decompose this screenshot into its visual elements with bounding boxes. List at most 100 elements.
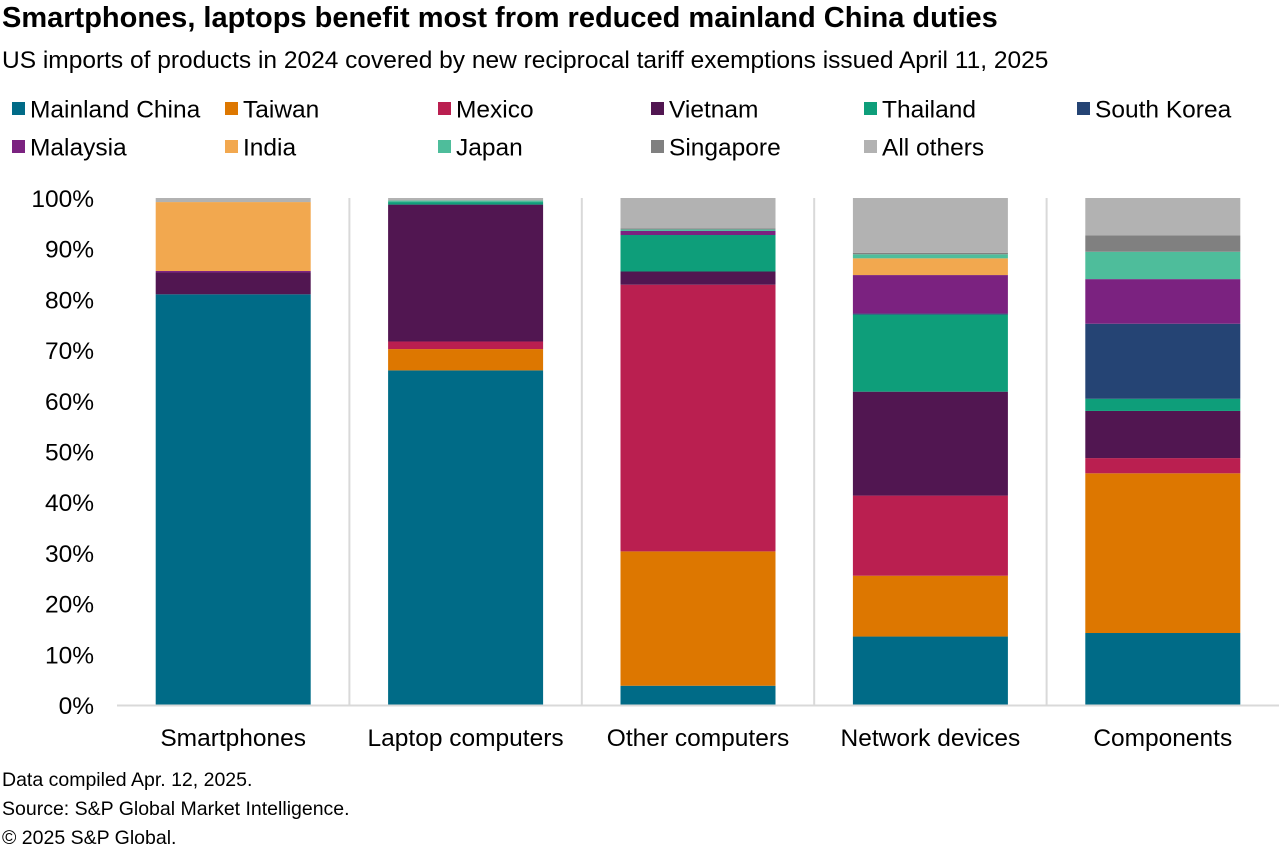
y-tick-label: 50%: [45, 440, 94, 467]
bar-segment-network-devices-singapore: [852, 252, 1008, 255]
bar-segment-smartphones-malaysia: [155, 271, 311, 273]
y-axis: 0% 10% 20% 30% 40% 50% 60% 70% 80% 90% 100%: [31, 186, 94, 720]
bar-segment-components-south-korea: [1085, 323, 1241, 399]
legend-swatch: [12, 140, 25, 153]
legend-swatch: [438, 102, 451, 115]
y-tick-label: 60%: [45, 389, 94, 416]
legend-swatch: [651, 140, 664, 153]
bar-segment-other-computers-mainland-china: [620, 685, 776, 705]
legend-swatch: [12, 102, 25, 115]
x-tick-label: Components: [1093, 725, 1232, 752]
bar-segment-network-devices-vietnam: [852, 391, 1008, 496]
bar-segment-network-devices-taiwan: [852, 575, 1008, 637]
chart-title: Smartphones, laptops benefit most from r…: [2, 2, 998, 34]
legend-label: Malaysia: [30, 135, 127, 162]
bar-segment-network-devices-india: [852, 258, 1008, 276]
y-tick-label: 70%: [45, 338, 94, 365]
legend-label: All others: [882, 135, 984, 162]
bar-segment-network-devices-mainland-china: [852, 636, 1008, 705]
bar-segment-network-devices-all-others: [852, 198, 1008, 253]
bar-segment-other-computers-thailand: [620, 235, 776, 272]
legend-label: South Korea: [1095, 97, 1232, 124]
legend-label: Taiwan: [243, 97, 319, 124]
bar-segment-network-devices-malaysia: [852, 275, 1008, 314]
bar-segment-network-devices-thailand: [852, 314, 1008, 392]
category-separators: [348, 198, 1048, 705]
legend-swatch: [225, 140, 238, 153]
bar-segment-components-japan: [1085, 251, 1241, 280]
bar-segment-laptop-computers-all-others: [388, 198, 544, 201]
y-tick-label: 10%: [45, 642, 94, 669]
x-tick-label: Other computers: [607, 725, 789, 752]
legend-swatch: [1077, 102, 1090, 115]
legend-item-all-others: All others: [864, 135, 984, 162]
legend-item-mexico: Mexico: [438, 97, 534, 124]
bar-segment-laptop-computers-mainland-china: [388, 370, 544, 705]
legend-item-south-korea: South Korea: [1077, 97, 1232, 124]
y-tick-label: 40%: [45, 490, 94, 517]
bar-segment-smartphones-mainland-china: [155, 294, 311, 705]
legend-item-thailand: Thailand: [864, 97, 976, 124]
bar-segment-other-computers-taiwan: [620, 551, 776, 686]
bar-segment-other-computers-all-others: [620, 198, 776, 229]
legend-label: Singapore: [669, 135, 781, 162]
bar-segment-laptop-computers-japan: [388, 200, 544, 203]
bar-segment-components-thailand: [1085, 398, 1241, 411]
bar-segment-laptop-computers-vietnam: [388, 204, 544, 342]
legend-item-vietnam: Vietnam: [651, 97, 758, 124]
y-tick-label: 80%: [45, 287, 94, 314]
bar-segment-components-taiwan: [1085, 473, 1241, 633]
y-tick-label: 0%: [59, 693, 94, 720]
y-tick-label: 30%: [45, 541, 94, 568]
bar-segment-smartphones-vietnam: [155, 272, 311, 295]
bar-segment-network-devices-japan: [852, 254, 1008, 259]
legend-item-japan: Japan: [438, 135, 523, 162]
legend: Mainland China Taiwan Mexico Vietnam Thailan…: [12, 97, 1232, 162]
legend-item-singapore: Singapore: [651, 135, 781, 162]
bar-segment-smartphones-all-others: [155, 198, 311, 203]
bar-segment-network-devices-mexico: [852, 495, 1008, 576]
legend-label: Japan: [456, 135, 523, 162]
footer-source: Source: S&P Global Market Intelligence.: [2, 798, 350, 820]
footer-copyright: © 2025 S&P Global.: [2, 827, 177, 849]
bar-segment-laptop-computers-mexico: [388, 341, 544, 350]
bar-stack-laptop-computers: [388, 198, 544, 705]
bar-segment-smartphones-india: [155, 202, 311, 272]
bar-segment-other-computers-malaysia: [620, 230, 776, 236]
bar-segment-network-devices-south-korea: [852, 313, 1008, 315]
bars: [155, 198, 1241, 705]
bar-stack-other-computers: [620, 198, 776, 705]
legend-label: Thailand: [882, 97, 976, 124]
legend-label: Mexico: [456, 97, 534, 124]
legend-swatch: [864, 140, 877, 153]
legend-item-taiwan: Taiwan: [225, 97, 319, 124]
bar-stack-components: [1085, 198, 1241, 705]
legend-label: Vietnam: [669, 97, 758, 124]
legend-swatch: [651, 102, 664, 115]
bar-segment-other-computers-singapore: [620, 228, 776, 230]
bar-segment-other-computers-japan: [620, 229, 776, 231]
y-tick-label: 100%: [31, 186, 94, 213]
bar-segment-laptop-computers-thailand: [388, 202, 544, 205]
x-tick-label: Laptop computers: [368, 725, 564, 752]
legend-swatch: [225, 102, 238, 115]
bar-segment-other-computers-vietnam: [620, 271, 776, 285]
footer: Data compiled Apr. 12, 2025. Source: S&P…: [2, 766, 350, 853]
x-tick-label: Smartphones: [160, 725, 306, 752]
legend-item-malaysia: Malaysia: [12, 135, 127, 162]
bar-segment-components-singapore: [1085, 235, 1241, 252]
legend-swatch: [438, 140, 451, 153]
legend-label: India: [243, 135, 297, 162]
chart-subtitle: US imports of products in 2024 covered b…: [2, 47, 1049, 74]
y-tick-label: 90%: [45, 237, 94, 264]
legend-label: Mainland China: [30, 97, 201, 124]
y-tick-label: 20%: [45, 592, 94, 619]
bar-stack-smartphones: [155, 198, 311, 705]
x-tick-label: Network devices: [841, 725, 1021, 752]
bar-segment-components-mainland-china: [1085, 633, 1241, 705]
bar-segment-other-computers-mexico: [620, 284, 776, 552]
bar-stack-network-devices: [852, 198, 1008, 705]
legend-item-mainland-china: Mainland China: [12, 97, 201, 124]
bar-segment-components-malaysia: [1085, 279, 1241, 324]
